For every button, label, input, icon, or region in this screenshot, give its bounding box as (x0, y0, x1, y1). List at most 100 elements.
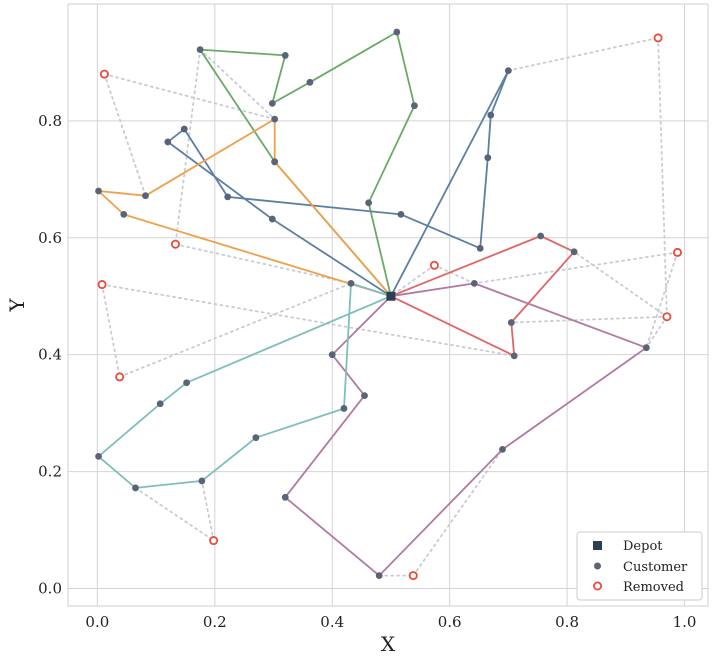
y-axis-label: Y (5, 298, 29, 313)
customer-point (361, 392, 368, 399)
plot-background (67, 3, 709, 607)
y-tick-label: 0.6 (38, 229, 62, 247)
removed-link (412, 448, 504, 577)
customer-point (281, 52, 289, 59)
customer-point (537, 232, 545, 240)
x-tick-label: 0.6 (438, 613, 462, 631)
customer-point (142, 192, 149, 200)
y-tick-label: 0.4 (38, 346, 62, 364)
removed-link (200, 480, 215, 542)
customer-point (484, 154, 492, 162)
removed-point (662, 312, 672, 322)
removed-point (99, 69, 109, 79)
route-red (390, 235, 575, 357)
y-tick-labels: 0.0 0.2 0.4 0.6 0.8 (38, 112, 62, 598)
customer-point (306, 78, 314, 86)
customer-point (411, 102, 418, 110)
customer-point (95, 187, 102, 195)
customer-point (156, 400, 164, 408)
removed-link (118, 282, 352, 378)
removed-link (199, 48, 276, 121)
removed-link (103, 73, 276, 121)
removed-link (433, 264, 476, 285)
legend-customer-label: Customer (623, 560, 688, 575)
customer-point (281, 493, 289, 501)
x-tick-label: 0.4 (320, 613, 344, 631)
removed-point (209, 536, 219, 546)
customer-points (95, 28, 650, 580)
removed-point (115, 372, 125, 382)
customer-point (642, 344, 650, 352)
legend-box (576, 531, 703, 601)
x-tick-label: 0.0 (85, 613, 109, 631)
customer-point (224, 193, 232, 201)
legend-removed-marker (593, 581, 603, 591)
customer-point (196, 46, 204, 53)
customer-point (393, 28, 401, 36)
removed-point (672, 247, 682, 257)
removed-link (645, 315, 668, 349)
customer-point (504, 67, 512, 75)
customer-point (120, 211, 128, 218)
removed-link (507, 36, 659, 72)
removed-point (170, 239, 180, 249)
route-teal (97, 282, 392, 489)
customer-point (397, 211, 405, 218)
removed-links (101, 36, 679, 577)
removed-link (174, 48, 202, 246)
removed-link (510, 315, 668, 324)
depot-point (386, 291, 396, 301)
customer-point (268, 215, 276, 223)
removed-point (653, 33, 663, 43)
removed-point (429, 260, 439, 270)
route-green (199, 31, 416, 297)
customer-point (347, 279, 355, 287)
customer-point (340, 405, 348, 412)
removed-link (657, 36, 668, 318)
legend-depot-marker (593, 541, 602, 550)
depot-marker (386, 291, 396, 301)
customer-point (499, 445, 506, 453)
legend-customer-marker (594, 562, 601, 570)
y-tick-label: 0.0 (38, 579, 62, 597)
customer-point (252, 434, 260, 442)
removed-link (134, 487, 215, 542)
customer-point (510, 352, 518, 360)
customer-point (198, 477, 206, 485)
removed-point (97, 280, 107, 290)
customer-point (375, 572, 383, 580)
removed-link (101, 283, 121, 378)
removed-link (473, 251, 679, 285)
x-tick-labels: 0.0 0.2 0.4 0.6 0.8 1.0 (85, 613, 696, 631)
customer-point (271, 115, 279, 123)
x-tick-label: 0.8 (555, 613, 579, 631)
customer-point (470, 279, 478, 287)
grid (68, 4, 708, 606)
removed-link (174, 243, 352, 285)
customer-point (180, 125, 188, 133)
removed-link (101, 283, 516, 357)
x-axis-label: X (381, 632, 396, 656)
legend-depot-label: Depot (623, 539, 663, 554)
y-tick-label: 0.2 (38, 463, 62, 481)
removed-link (390, 264, 436, 298)
customer-point (95, 452, 102, 460)
legend-removed-label: Removed (623, 580, 684, 595)
customer-point (271, 158, 279, 166)
customer-point (487, 111, 495, 119)
legend: Depot Customer Removed (576, 531, 703, 601)
customer-point (365, 199, 373, 207)
removed-point (408, 571, 418, 581)
customer-point (328, 351, 336, 359)
customer-point (132, 484, 139, 492)
x-tick-label: 0.2 (203, 613, 227, 631)
removed-link (573, 250, 668, 318)
removed-link (645, 251, 679, 349)
customer-point (183, 379, 191, 387)
removed-points (97, 33, 682, 581)
customer-point (507, 319, 515, 326)
customer-point (476, 244, 484, 252)
x-tick-label: 1.0 (673, 613, 697, 631)
customer-point (164, 138, 172, 146)
